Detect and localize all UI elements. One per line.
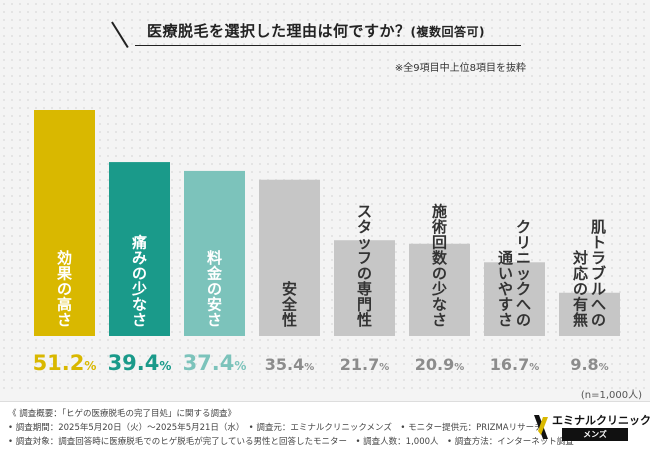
value-label-3: 37.4% <box>183 351 247 375</box>
selection-note: ※全9項目中上位8項目を抜粋 <box>394 63 526 74</box>
bar-2 <box>109 162 170 336</box>
title-underline <box>135 45 521 46</box>
value-label-8: 9.8% <box>570 355 608 374</box>
category-label-2: 痛みの少なさ <box>131 233 147 328</box>
chart-title-sub: (複数回答可) <box>410 25 485 39</box>
footer-line-period: • 調査期間：2025年5月20日（火）～2025年5月21日（水） • 調査元… <box>8 423 543 433</box>
sample-size-label: (n=1,000人) <box>580 390 642 401</box>
logo-mark-icon <box>534 415 548 439</box>
footer-line-overview: 《 調査概要：「ヒゲの医療脱毛の完了目処」に関する調査》 <box>8 409 236 419</box>
category-label-1: 効果の高さ <box>56 249 73 329</box>
chart-title-main: 医療脱毛を選択した理由は何ですか？ <box>147 22 411 40</box>
category-label-5: スタッフの専門性 <box>357 202 372 328</box>
value-label-5: 21.7% <box>340 355 390 374</box>
category-label-8-line-2: 対応の有無 <box>572 249 588 329</box>
chart-title: 医療脱毛を選択した理由は何ですか？(複数回答可) <box>147 20 485 41</box>
bar-1 <box>34 110 95 336</box>
bar-7 <box>484 262 545 336</box>
bar-8 <box>559 292 620 336</box>
category-label-8-line-1: 肌トラブルへの <box>591 218 606 329</box>
category-label-7-line-2: 通いやすさ <box>498 249 513 329</box>
category-label-3: 料金の安さ <box>206 249 223 329</box>
clinic-logo: エミナルクリニック メンズ <box>534 409 650 445</box>
bar-3 <box>184 170 245 336</box>
value-label-2: 39.4% <box>108 351 172 375</box>
value-label-1: 51.2% <box>33 351 97 375</box>
category-label-6: 施術回数の少なさ <box>431 202 448 328</box>
bar-5 <box>334 240 395 336</box>
value-label-4: 35.4% <box>265 355 315 374</box>
bar-6 <box>409 243 470 336</box>
survey-footer: 《 調査概要：「ヒゲの医療脱毛の完了目処」に関する調査》 • 調査期間：2025… <box>0 401 650 451</box>
bar-chart: 効果の高さ 51.2% 痛みの少なさ 39.4% 料金の安さ 37.4% 安全性 35.4% ス… <box>33 110 620 375</box>
category-label-7-line-1: クリニックへの <box>516 218 531 329</box>
logo-sub: メンズ <box>562 428 628 441</box>
value-label-7: 16.7% <box>490 355 540 374</box>
bar-4 <box>259 179 320 336</box>
footer-line-target: • 調査対象：調査回答時に医療脱毛でのヒゲ脱毛が完了している男性と回答したモニタ… <box>8 437 574 447</box>
category-label-4: 安全性 <box>281 280 298 329</box>
value-label-6: 20.9% <box>415 355 465 374</box>
title-block: 医療脱毛を選択した理由は何ですか？(複数回答可) <box>111 12 527 52</box>
logo-name: エミナルクリニック <box>552 414 650 427</box>
